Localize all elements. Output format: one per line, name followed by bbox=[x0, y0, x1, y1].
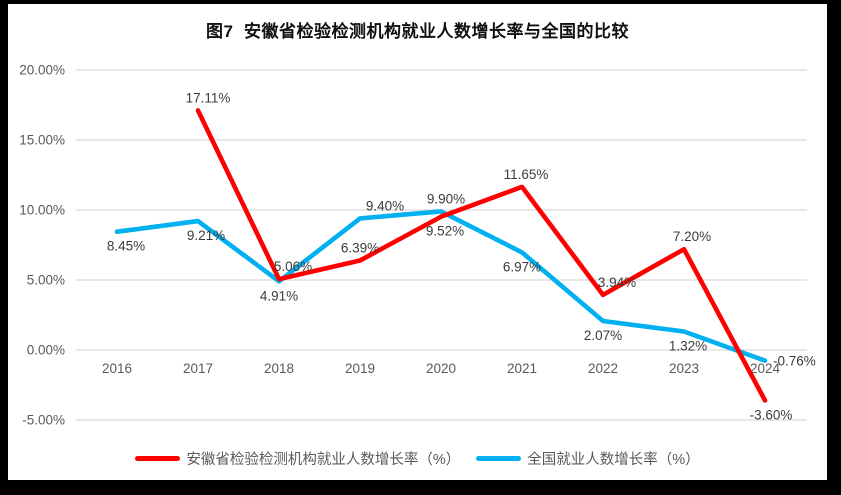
data-label: 9.90% bbox=[427, 191, 465, 206]
y-axis-tick-label: -5.00% bbox=[22, 413, 65, 428]
data-label: -0.76% bbox=[773, 354, 816, 369]
chart-legend: 安徽省检验检测机构就业人数增长率（%） 全国就业人数增长率（%） bbox=[8, 448, 827, 469]
data-label: 9.40% bbox=[366, 198, 404, 213]
y-axis-tick-label: 0.00% bbox=[27, 343, 65, 358]
data-label: 6.97% bbox=[503, 259, 541, 274]
data-label: 9.21% bbox=[187, 228, 225, 243]
y-axis-tick-label: 20.00% bbox=[19, 63, 65, 78]
line-chart-plot: 20.00% 15.00% 10.00% 5.00% 0.00% -5.00% 2016 20… bbox=[19, 63, 816, 428]
chart-canvas: 图7 安徽省检验检测机构就业人数增长率与全国的比较 20.00% 15.00% 10… bbox=[8, 4, 827, 480]
x-axis-tick-label: 2017 bbox=[183, 361, 213, 376]
data-label: 1.32% bbox=[669, 339, 707, 354]
legend-item: 全国就业人数增长率（%） bbox=[476, 448, 700, 469]
data-label: 11.65% bbox=[504, 167, 549, 182]
y-axis-tick-label: 10.00% bbox=[19, 203, 65, 218]
data-label: 4.91% bbox=[260, 288, 298, 303]
data-label: 6.39% bbox=[341, 241, 379, 256]
data-label: 5.06% bbox=[274, 259, 312, 274]
data-label: 7.20% bbox=[673, 229, 711, 244]
legend-label: 全国就业人数增长率（%） bbox=[527, 452, 700, 468]
legend-label: 安徽省检验检测机构就业人数增长率（%） bbox=[186, 452, 461, 468]
series-line bbox=[195, 108, 768, 403]
x-axis-tick-label: 2024 bbox=[750, 361, 781, 376]
x-axis-tick-label: 2016 bbox=[102, 361, 132, 376]
legend-line-swatch bbox=[135, 456, 181, 461]
data-label: 8.45% bbox=[107, 239, 145, 254]
y-axis-tick-label: 5.00% bbox=[27, 273, 65, 288]
data-label: 2.07% bbox=[584, 328, 622, 343]
x-axis-tick-label: 2018 bbox=[264, 361, 294, 376]
data-label: 17.11% bbox=[186, 90, 231, 105]
data-label: 3.94% bbox=[598, 275, 636, 290]
legend-item: 安徽省检验检测机构就业人数增长率（%） bbox=[135, 448, 460, 469]
x-axis-tick-label: 2020 bbox=[426, 361, 456, 376]
x-axis-tick-label: 2019 bbox=[345, 361, 375, 376]
x-axis-tick-label: 2023 bbox=[669, 361, 699, 376]
data-label: 9.52% bbox=[426, 224, 464, 239]
series-line bbox=[114, 209, 768, 363]
x-axis-tick-label: 2022 bbox=[588, 361, 618, 376]
y-axis-tick-label: 15.00% bbox=[19, 133, 65, 148]
chart-title: 图7 安徽省检验检测机构就业人数增长率与全国的比较 bbox=[206, 22, 629, 41]
x-axis-tick-label: 2021 bbox=[507, 361, 537, 376]
legend-line-swatch bbox=[476, 456, 522, 461]
data-label: -3.60% bbox=[750, 407, 793, 422]
